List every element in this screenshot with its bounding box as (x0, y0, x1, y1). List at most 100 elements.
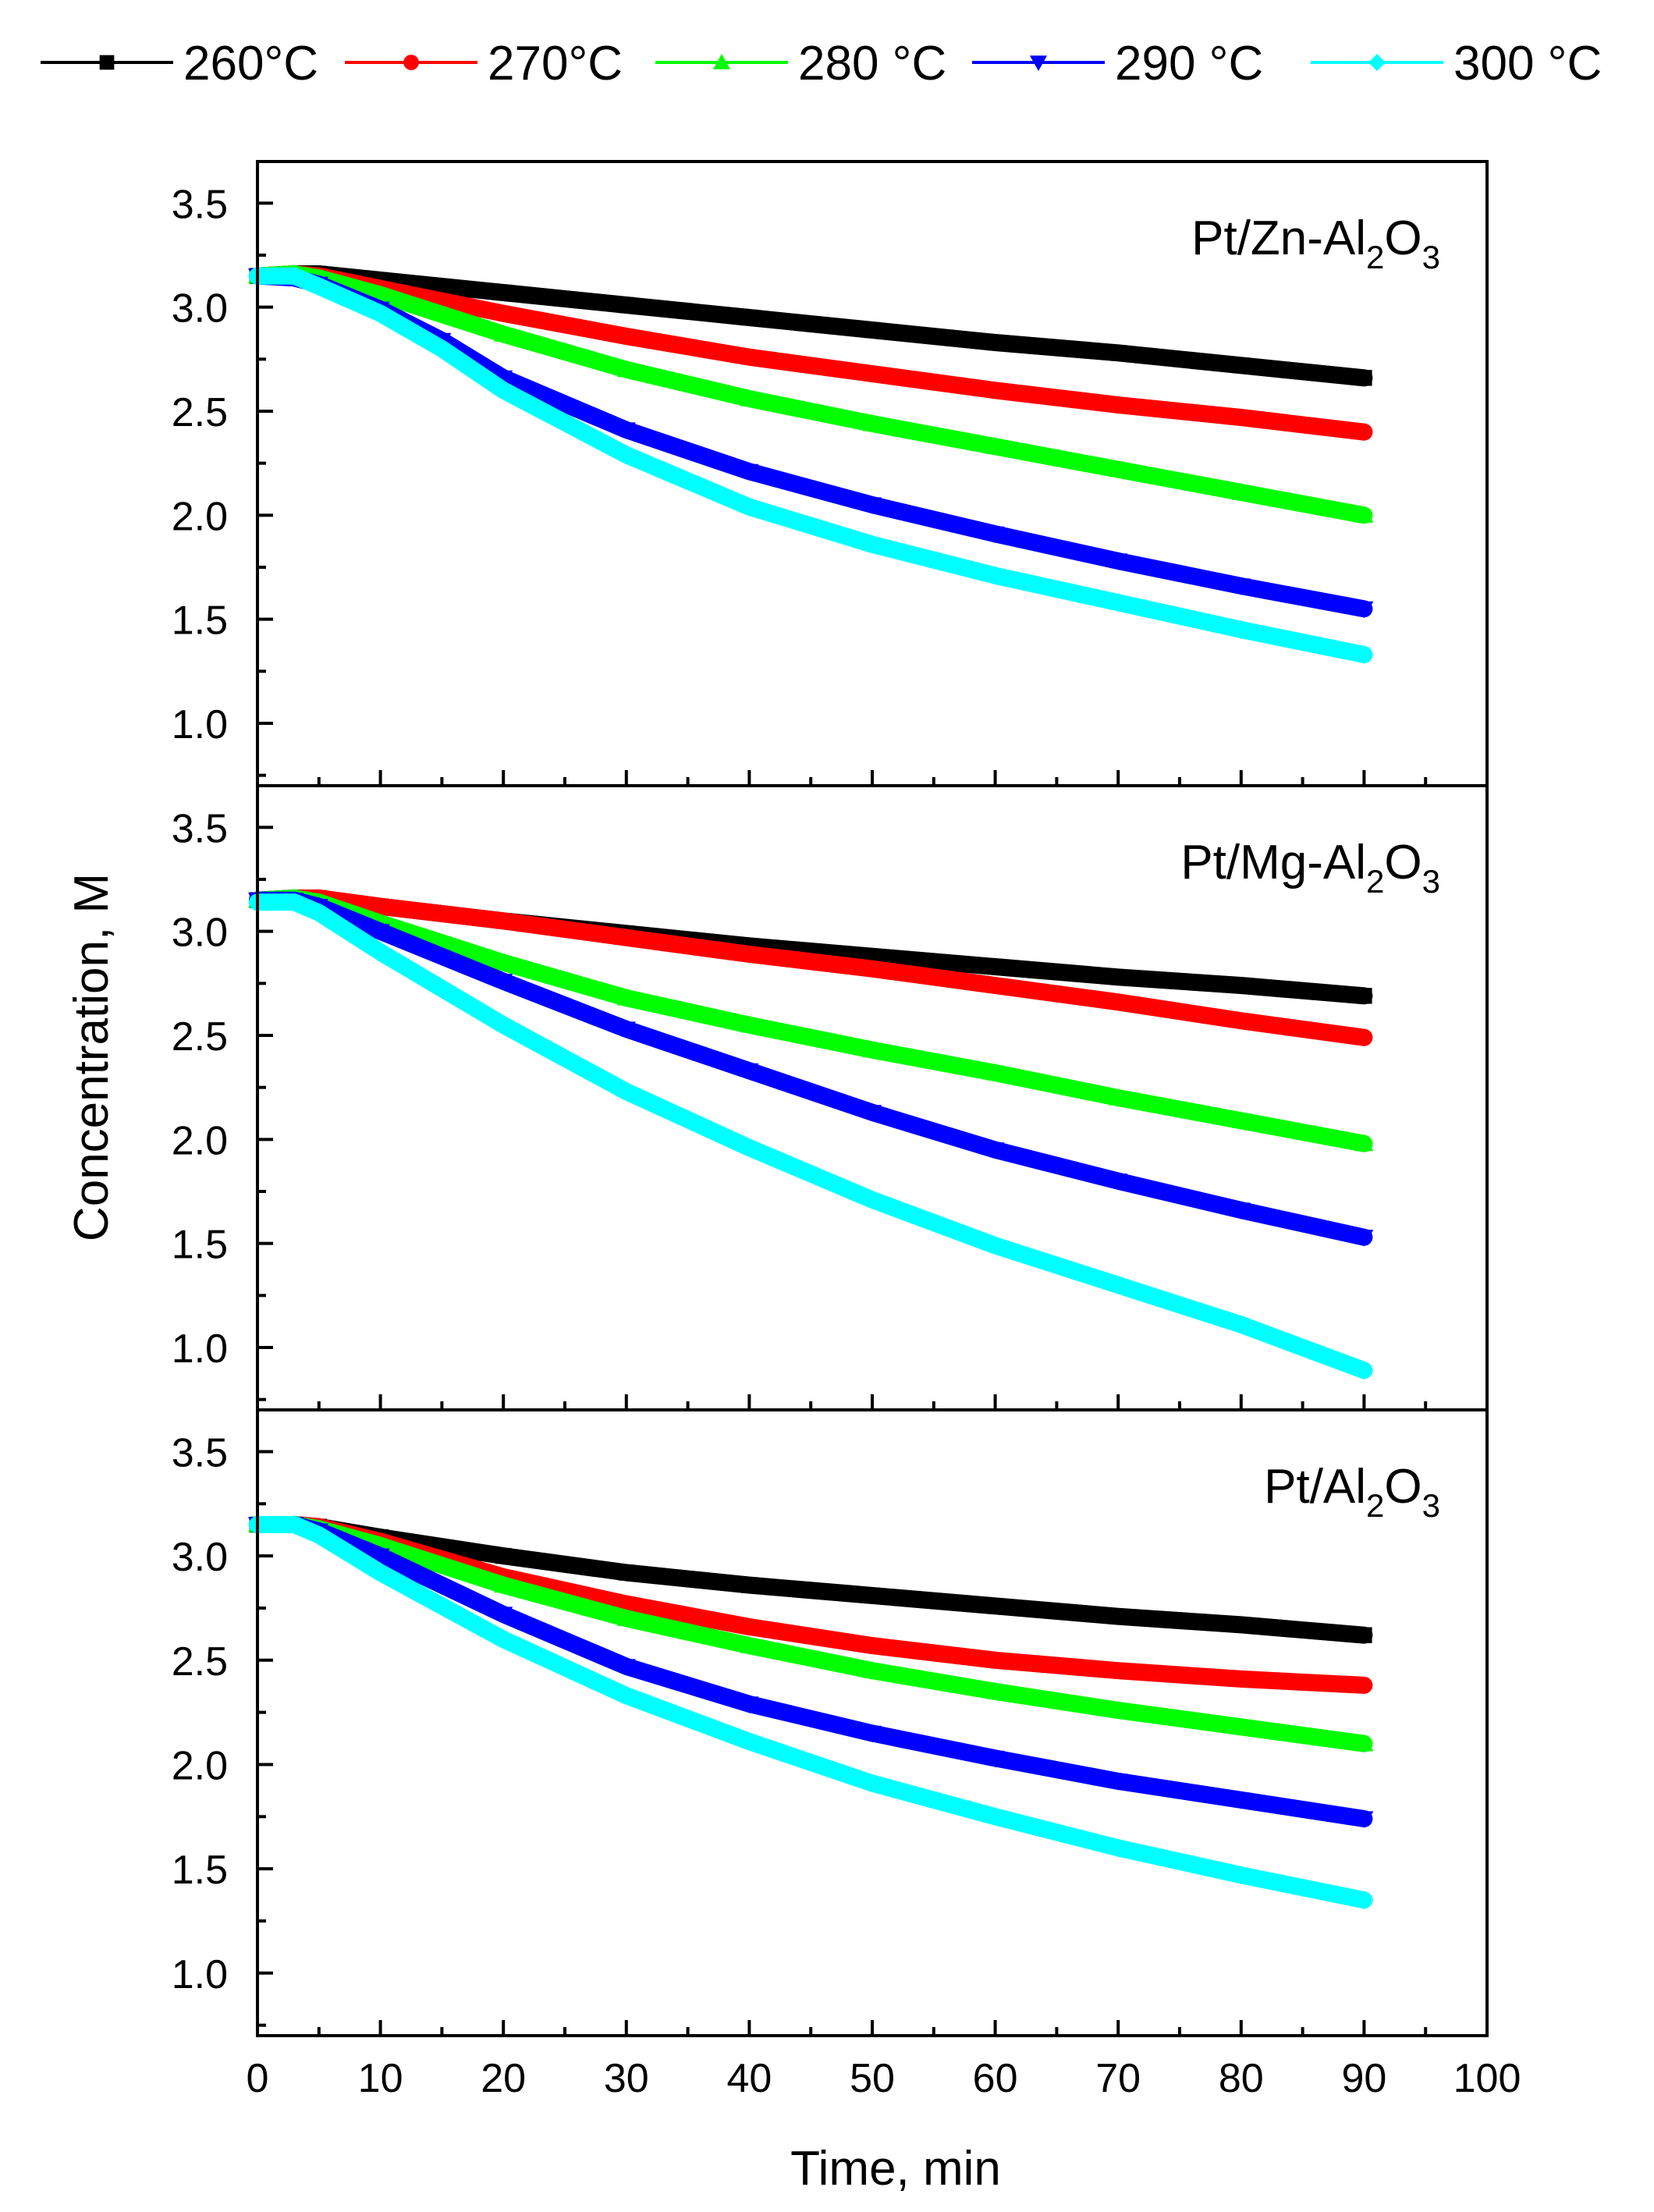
data-point-2-4-7 (740, 1063, 759, 1081)
panel-label-3: Pt/Al2O3 (1264, 1460, 1440, 1524)
data-point-1-5-11 (1109, 593, 1128, 612)
data-point-3-4-8 (863, 1725, 882, 1743)
data-point-3-5-10 (1109, 1838, 1128, 1858)
data-point-2-2-7 (740, 946, 758, 963)
data-point-3-4-7 (740, 1696, 759, 1713)
panel-label-2: Pt/Mg-Al2O3 (1180, 836, 1440, 900)
panel-1: 1.0 1.5 2.0 2.5 3.0 3.5 Pt/Zn-Al2O3 (172, 160, 1489, 787)
legend-marker-2 (403, 55, 419, 70)
x-tick-label-10: 90 (1341, 2056, 1386, 2101)
data-point-3-5-6 (616, 1686, 636, 1706)
data-point-3-5-5 (494, 1630, 513, 1649)
y-axis-title: Concentration, M (65, 873, 119, 1241)
data-point-1-3-6 (616, 360, 636, 378)
data-point-3-5-7 (740, 1732, 759, 1752)
data-point-2-1-9 (987, 958, 1003, 975)
legend-marker-4 (1030, 55, 1047, 71)
data-point-2-4-8 (863, 1105, 882, 1122)
legend-label-4: 290 °C (1115, 37, 1263, 91)
data-point-3-3-7 (740, 1636, 759, 1653)
y-tick-label-2-3: 2.0 (172, 1118, 228, 1163)
y-tick-label-2-1: 1.0 (172, 1326, 228, 1372)
data-point-2-3-7 (740, 1015, 759, 1033)
y-tick-label-2-2: 1.5 (172, 1223, 228, 1268)
data-point-3-3-12 (1354, 1734, 1374, 1752)
data-point-1-1-11 (1233, 357, 1249, 374)
data-point-1-1-5 (495, 284, 512, 301)
data-point-1-2-10 (1109, 396, 1127, 414)
data-point-3-1-10 (1110, 1608, 1127, 1624)
data-point-3-4-6 (616, 1659, 636, 1676)
y-tick-label-3-5: 3.0 (172, 1535, 228, 1580)
data-point-1-2-8 (864, 365, 881, 382)
y-tick-label-3-6: 3.5 (172, 1430, 228, 1475)
data-point-1-5-3 (309, 277, 328, 296)
data-point-3-4-11 (1231, 1792, 1251, 1809)
y-tick-label-2-4: 2.5 (172, 1014, 228, 1060)
data-point-3-3-11 (1231, 1717, 1251, 1734)
data-point-3-3-6 (616, 1609, 636, 1626)
data-point-1-2-11 (1233, 409, 1250, 426)
data-point-1-3-12 (1354, 506, 1374, 523)
data-point-1-5-8 (740, 497, 759, 517)
y-tick-label-1-2: 1.5 (172, 598, 228, 644)
data-point-3-1-11 (1233, 1617, 1249, 1633)
data-point-3-1-6 (618, 1564, 634, 1581)
y-tick-label-1-4: 2.5 (172, 390, 228, 435)
data-point-2-2-12 (1355, 1028, 1373, 1046)
data-point-3-3-8 (863, 1661, 882, 1678)
data-point-3-5-3 (309, 1525, 328, 1545)
legend: 260°C 270°C 280 °C 290 °C 300 °C (41, 37, 1602, 91)
data-point-1-2-9 (986, 382, 1004, 399)
legend-marker-1 (99, 55, 115, 70)
data-point-3-4-9 (985, 1750, 1005, 1768)
y-tick-label-2-6: 3.5 (172, 806, 228, 851)
panel-label-part-1-4: 3 (1422, 239, 1440, 275)
series-line-2-5 (249, 893, 1373, 1379)
data-point-3-5-11 (1231, 1866, 1251, 1885)
x-tick-label-1: 0 (247, 2056, 269, 2101)
data-point-2-5-5 (494, 1015, 513, 1035)
data-point-2-2-4 (371, 897, 389, 915)
data-point-3-2-9 (986, 1652, 1004, 1669)
data-point-3-1-9 (987, 1598, 1003, 1614)
data-point-1-3-10 (1109, 460, 1128, 478)
legend-label-3: 280 °C (798, 37, 946, 91)
data-point-3-2-6 (618, 1595, 635, 1613)
legend-marker-5 (1368, 54, 1386, 71)
data-point-1-2-12 (1355, 423, 1373, 441)
panel-label-part-1-1: Pt/Zn-Al (1191, 211, 1366, 265)
data-point-3-1-5 (495, 1547, 512, 1564)
x-tick-label-4: 30 (604, 2056, 649, 2101)
y-tick-label-1-5: 3.0 (172, 286, 228, 332)
data-point-2-3-6 (616, 989, 636, 1006)
data-point-3-2-7 (740, 1618, 758, 1635)
y-tick-label-1-6: 3.5 (172, 182, 228, 227)
data-point-3-1-12 (1356, 1627, 1372, 1643)
panel-label-part-2-3: O (1384, 836, 1422, 889)
data-point-2-5-8 (863, 1190, 882, 1209)
y-tick-label-3-3: 2.0 (172, 1743, 228, 1788)
data-point-3-2-11 (1233, 1671, 1250, 1688)
data-point-1-4-7 (616, 422, 636, 439)
data-point-1-4-12 (1231, 578, 1251, 595)
data-point-2-1-10 (1110, 969, 1127, 985)
data-point-2-2-11 (1233, 1012, 1250, 1030)
y-tick-label-1-3: 2.0 (172, 494, 228, 539)
data-point-3-1-8 (864, 1587, 881, 1604)
data-point-3-2-8 (864, 1637, 881, 1654)
data-point-1-4-6 (494, 370, 513, 388)
data-point-2-4-4 (371, 924, 390, 941)
data-point-1-4-13 (1354, 601, 1374, 619)
data-point-3-3-9 (985, 1681, 1005, 1699)
data-point-1-5-13 (1354, 645, 1374, 664)
data-point-1-1-8 (864, 321, 881, 339)
data-point-3-2-10 (1109, 1662, 1127, 1679)
data-point-2-3-8 (863, 1040, 882, 1058)
data-point-1-3-8 (863, 414, 882, 431)
data-point-2-5-4 (371, 943, 390, 962)
data-point-1-3-9 (985, 437, 1005, 454)
data-point-1-3-7 (740, 389, 759, 407)
